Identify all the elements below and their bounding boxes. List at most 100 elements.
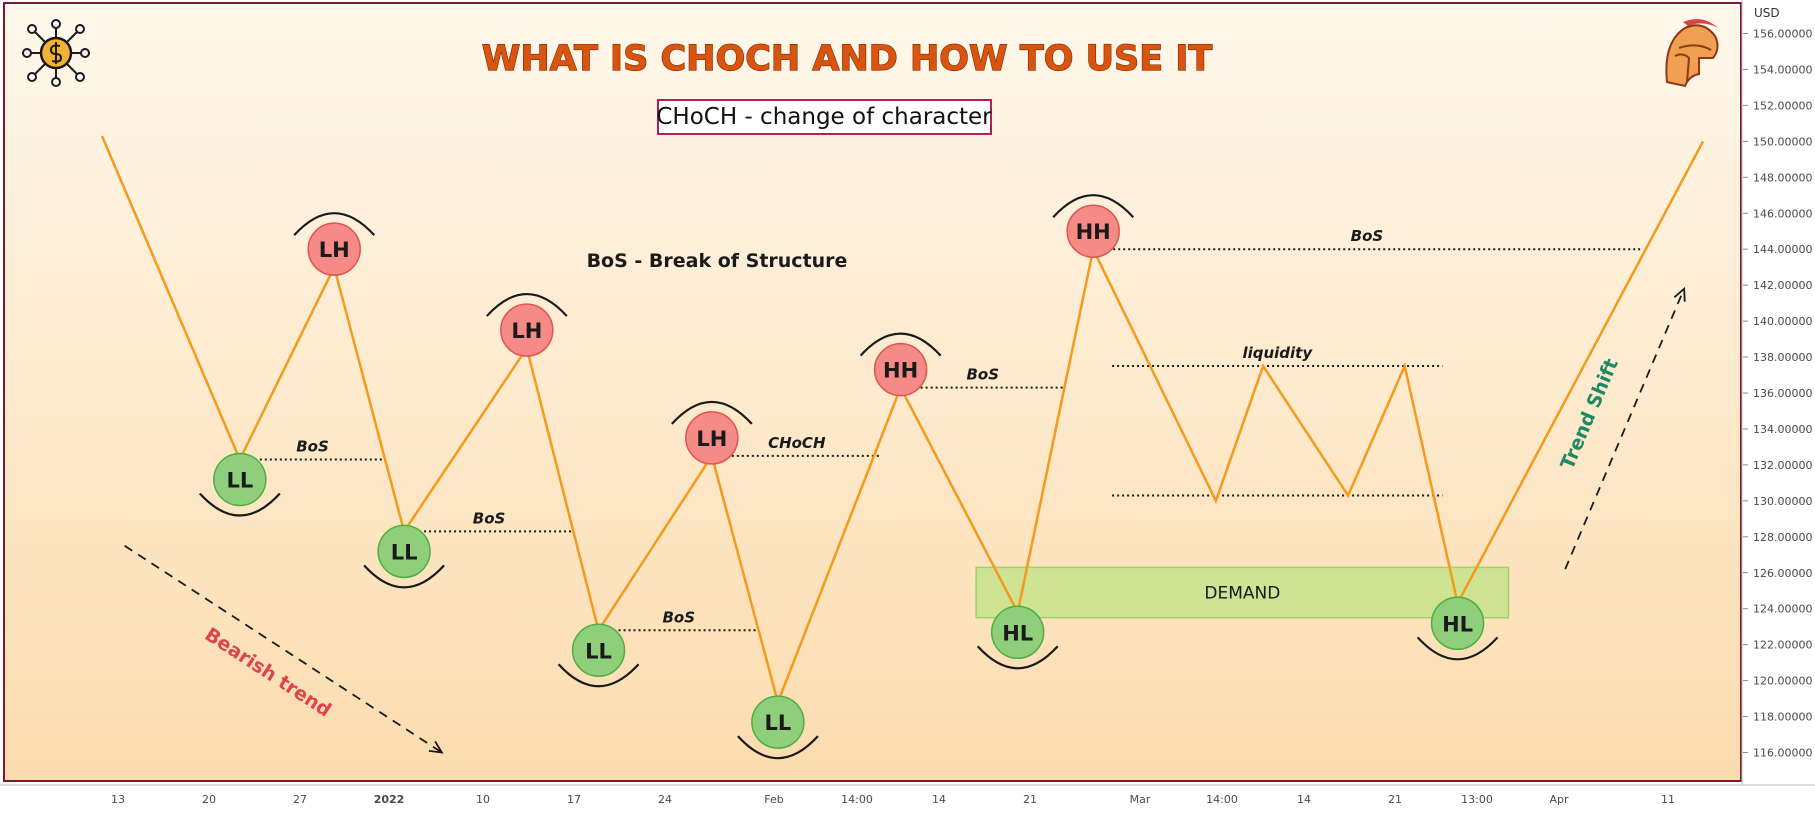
demand-zone [975,566,1510,619]
time-tick-label: 14 [932,793,946,806]
arrow-head-icon [428,740,444,754]
price-tick-label: 118.00000 [1753,711,1813,724]
swing-arc [737,735,819,760]
price-tick-label: 154.00000 [1753,63,1813,76]
price-tick-label: 150.00000 [1753,135,1813,148]
swing-arc [199,492,281,517]
price-tick-label: 126.00000 [1753,567,1813,580]
time-tick-label: 2022 [374,793,405,806]
time-tick-label: 24 [658,793,672,806]
price-tick-label: 156.00000 [1753,28,1813,41]
swing-arc [363,564,445,589]
swing-low-bubble [571,623,626,678]
swing-low-marker: LL [557,623,640,688]
price-tick-label: 140.00000 [1753,315,1813,328]
currency-label: USD [1754,6,1780,20]
price-tick-label: 116.00000 [1753,747,1813,760]
level-label: BoS [473,509,506,527]
levels-layer: BoS BoS BoS CHoCH BoS BoS liquidity [239,227,1641,632]
level-label: BoS [1351,227,1384,245]
swing-low-marker: LL [737,695,819,760]
swing-bubble-label: LH [511,319,542,343]
price-axis-ticks: 156.00000 154.00000 152.00000 150.00000 148.… [1743,28,1813,760]
swing-low-marker: LL [363,524,445,589]
swing-low-bubble [1430,596,1485,651]
swing-arc [671,400,753,425]
bos-caption: BoS - Break of Structure [587,250,848,272]
level-label: BoS [966,366,999,384]
money-network-icon [22,19,90,87]
level-label: liquidity [1242,344,1313,362]
swing-arc [557,663,640,688]
price-scale-panel[interactable] [1743,0,1815,785]
swing-high-bubble [685,411,739,465]
swing-arc [976,645,1059,670]
swing-bubble-label: LH [319,238,350,262]
swing-high-bubble [873,342,928,397]
swing-high-marker: LH [671,400,753,465]
swing-high-bubble [1066,204,1120,258]
swing-bubble-label: LL [391,540,418,564]
price-tick-label: 132.00000 [1753,459,1813,472]
chart-frame [3,2,1742,782]
swing-high-bubble [307,222,361,276]
swing-high-marker: LH [293,212,376,276]
price-tick-label: 142.00000 [1753,279,1813,292]
price-tick-label: 130.00000 [1753,495,1813,508]
swing-low-bubble [377,524,431,579]
swing-high-marker: HH [1052,194,1135,258]
time-scale-panel[interactable] [0,785,1815,813]
time-tick-label: Mar [1130,793,1151,806]
swing-bubble-label: LL [226,469,253,493]
level-label: BoS [663,608,696,626]
swing-bubble-label: HL [1002,621,1033,645]
swing-bubble-label: LL [585,639,612,663]
price-tick-label: 124.00000 [1753,603,1813,616]
chart-title: WHAT IS CHOCH AND HOW TO USE IT [482,39,1213,79]
swing-arc [859,332,942,357]
swing-low-marker: HL [976,605,1059,670]
zones-layer: DEMAND [975,566,1510,619]
swing-low-marker: HL [1416,596,1499,661]
arrow-head-icon [1673,286,1686,302]
level-label: BoS [296,438,329,456]
swing-high-marker: HH [859,332,942,397]
swing-labels-layer: LL LH LL LH LL LH LL HH HL HH HL [199,194,1499,760]
time-tick-label: 14 [1297,793,1311,806]
price-tick-label: 152.00000 [1753,99,1813,112]
time-tick-label: 14:00 [841,793,873,806]
swing-low-bubble [751,695,805,749]
trend-arrow-line [1564,288,1685,570]
time-tick-label: 21 [1023,793,1037,806]
time-tick-label: 17 [567,793,581,806]
demand-zone-label: DEMAND [1204,584,1280,604]
time-tick-label: 13 [111,793,125,806]
swing-arc [1416,636,1499,661]
time-tick-label: 20 [202,793,216,806]
spartan-helmet-icon [1665,19,1719,88]
swing-arc [293,212,376,236]
time-tick-label: 13:00 [1461,793,1493,806]
price-tick-label: 148.00000 [1753,171,1813,184]
time-tick-label: Apr [1549,793,1569,806]
swing-low-marker: LL [199,452,281,517]
swing-bubble-label: HL [1442,612,1473,636]
price-tick-label: 134.00000 [1753,423,1813,436]
swing-bubble-label: LH [696,427,727,451]
swing-low-bubble [213,452,267,507]
time-tick-label: 14:00 [1206,793,1238,806]
swing-high-marker: LH [485,293,568,357]
swing-low-bubble [990,605,1045,660]
swing-arc [1052,194,1135,218]
price-tick-label: 146.00000 [1753,207,1813,220]
price-tick-label: 122.00000 [1753,639,1813,652]
price-tick-label: 128.00000 [1753,531,1813,544]
swing-arc [485,293,568,317]
swing-bubble-label: HH [883,359,918,383]
swing-high-bubble [500,303,554,357]
price-tick-label: 120.00000 [1753,675,1813,688]
time-tick-label: 21 [1388,793,1402,806]
swing-bubble-label: LL [765,711,792,735]
price-tick-label: 144.00000 [1753,243,1813,256]
